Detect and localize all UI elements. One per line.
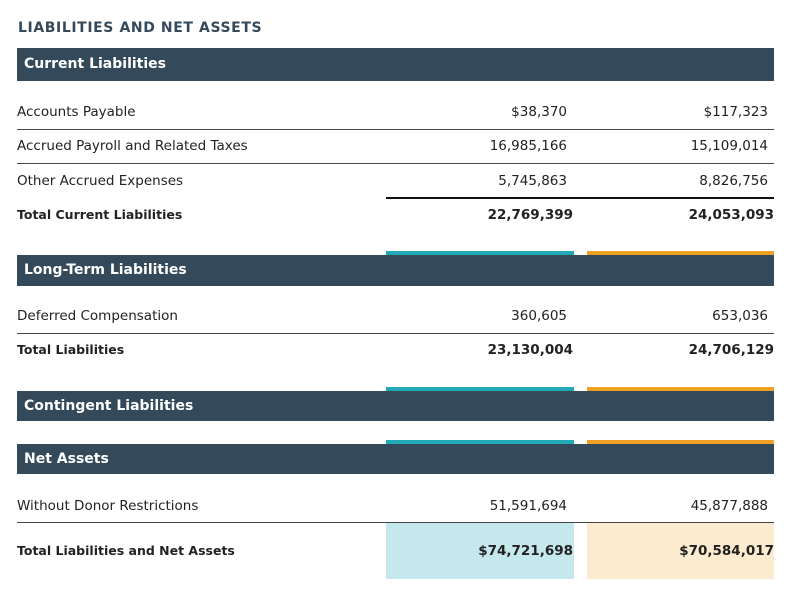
section-header-label: Long-Term Liabilities [24,262,187,278]
grand-total-cell-col2 [587,523,774,579]
total-value-col1: $74,721,698 [478,543,573,559]
row-divider [17,522,774,523]
page-title: LIABILITIES AND NET ASSETS [18,20,263,36]
row-divider [17,129,774,130]
row-label: Accounts Payable [17,104,136,120]
row-value-col1: 5,745,863 [498,173,567,189]
row-label: Other Accrued Expenses [17,173,184,189]
row-divider [17,163,774,164]
total-label: Total Liabilities and Net Assets [17,543,235,558]
row-label: Accrued Payroll and Related Taxes [17,138,248,154]
row-value-col1: 51,591,694 [489,498,567,514]
grand-total-cell-col1 [386,523,574,579]
total-label: Total Liabilities [17,342,125,357]
total-value-col2: 24,053,093 [688,207,774,223]
total-value-col1: 23,130,004 [487,342,573,358]
row-label: Deferred Compensation [17,308,178,324]
total-value-col2: 24,706,129 [688,342,774,358]
section-header-label: Current Liabilities [24,56,166,72]
section-header-current-liabilities: Current Liabilities [17,48,774,81]
column-accent-orange [587,387,774,391]
total-value-col1: 22,769,399 [487,207,573,223]
column-accent-orange [587,440,774,444]
section-header-label: Contingent Liabilities [24,398,194,414]
total-label: Total Current Liabilities [17,207,183,222]
total-value-col2: $70,584,017 [679,543,774,559]
row-value-col2: 45,877,888 [690,498,768,514]
section-header-net-assets: Net Assets [17,444,774,474]
row-value-col1: $38,370 [511,104,567,120]
row-value-col2: $117,323 [703,104,768,120]
row-label: Without Donor Restrictions [17,498,199,514]
section-header-contingent-liabilities: Contingent Liabilities [17,391,774,421]
column-accent-teal [386,251,574,255]
row-value-col1: 16,985,166 [489,138,567,154]
column-accent-teal [386,387,574,391]
row-value-col2: 15,109,014 [690,138,768,154]
row-value-col1: 360,605 [511,308,567,324]
section-header-long-term-liabilities: Long-Term Liabilities [17,255,774,286]
row-divider [17,333,774,334]
row-value-col2: 8,826,756 [699,173,768,189]
column-accent-orange [587,251,774,255]
row-value-col2: 653,036 [712,308,768,324]
section-header-label: Net Assets [24,451,109,467]
column-accent-teal [386,440,574,444]
subtotal-divider [386,197,774,199]
